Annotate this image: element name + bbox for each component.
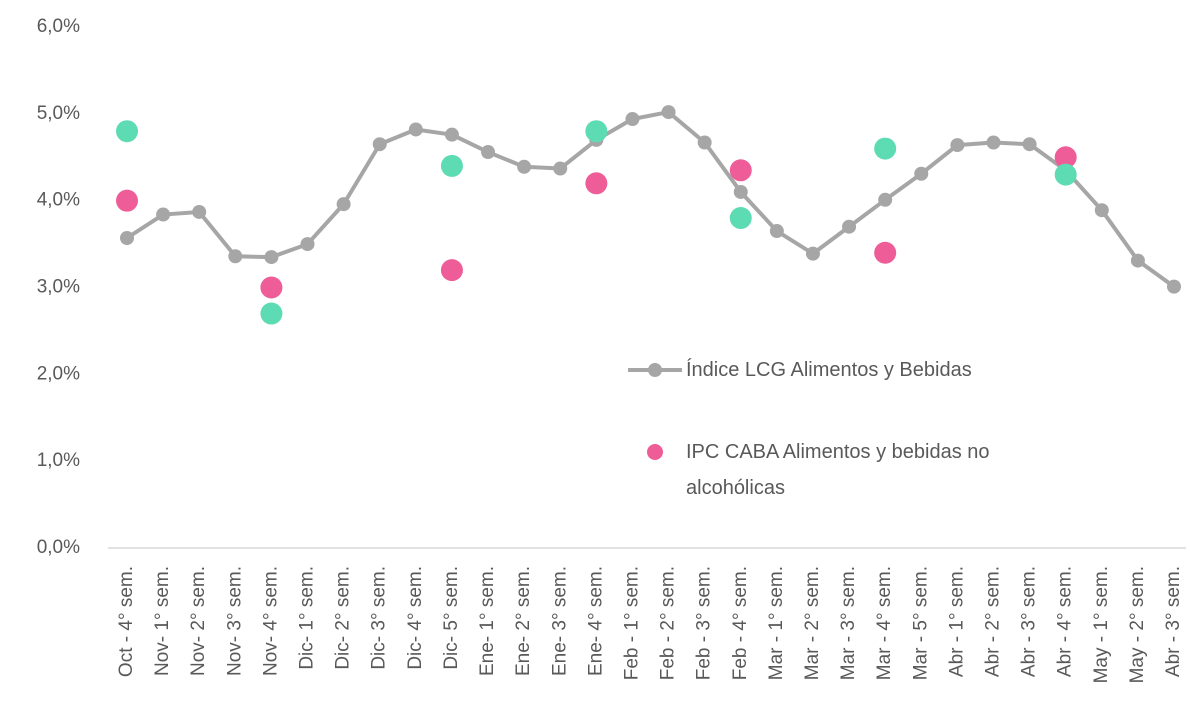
x-tick-label: Oct - 4° sem. (116, 566, 137, 677)
legend-marker (648, 363, 662, 377)
x-tick-label: Mar - 3° sem. (838, 566, 859, 680)
y-tick-label: 5,0% (37, 103, 80, 124)
dot (1054, 163, 1077, 186)
line-marker (733, 184, 748, 199)
y-tick-label: 4,0% (37, 190, 80, 211)
line-marker (408, 122, 423, 137)
line-marker (300, 237, 315, 252)
x-tick-label: Ene- 2° sem. (513, 566, 534, 676)
line-marker (769, 224, 784, 239)
dot (874, 137, 897, 160)
dot (440, 259, 463, 282)
x-tick-label: Feb - 3° sem. (694, 566, 715, 680)
line-marker (697, 135, 712, 150)
line (125, 110, 1176, 289)
line-marker (444, 127, 459, 142)
x-tick-label: Dic- 2° sem. (333, 566, 354, 670)
x-tick-label: May - 2° sem. (1127, 566, 1148, 683)
x-tick-label: Ene- 3° sem. (549, 566, 570, 676)
y-tick-label: 0,0% (37, 537, 80, 558)
legend-label: Índice LCG Alimentos y Bebidas (686, 359, 972, 381)
x-tick-label: Feb - 4° sem. (730, 566, 751, 680)
line-marker (264, 250, 279, 265)
y-tick-label: 2,0% (37, 363, 80, 384)
line-marker (481, 145, 496, 160)
line-marker (120, 231, 134, 246)
line-marker (192, 204, 207, 219)
x-tick-label: Dic- 5° sem. (441, 566, 462, 670)
x-tick-label: Abr - 3° sem. (1163, 566, 1184, 677)
line-marker (1130, 253, 1145, 268)
line-marker (156, 207, 171, 222)
line-marker (661, 105, 676, 120)
x-tick-label: Dic- 4° sem. (405, 566, 426, 670)
x-tick-label: Feb - 1° sem. (621, 566, 642, 680)
x-tick-label: Mar - 5° sem. (910, 566, 931, 680)
x-tick-label: Abr - 2° sem. (982, 566, 1003, 677)
x-tick-label: Dic- 3° sem. (369, 566, 390, 670)
x-tick-label: Mar - 1° sem. (766, 566, 787, 680)
line-marker (372, 137, 387, 152)
dot (260, 276, 283, 299)
x-tick-label: Mar - 2° sem. (802, 566, 823, 680)
x-tick-label: May - 1° sem. (1091, 566, 1112, 683)
y-tick-label: 6,0% (37, 16, 80, 37)
dot (729, 207, 752, 230)
dot (729, 159, 752, 182)
line-marker (805, 246, 820, 261)
dot (585, 172, 608, 195)
y-tick-label: 3,0% (37, 277, 80, 298)
line-marker (950, 138, 965, 153)
x-tick-label: Nov- 3° sem. (224, 566, 245, 676)
dot (874, 241, 897, 264)
x-tick-label: Nov- 2° sem. (188, 566, 209, 676)
line-marker (986, 135, 1001, 150)
y-tick-label: 1,0% (37, 450, 80, 471)
line-marker (517, 159, 532, 174)
x-tick-label: Abr - 1° sem. (946, 566, 967, 677)
line-marker (1022, 137, 1037, 152)
dot (440, 154, 463, 177)
legend-marker (647, 444, 663, 460)
x-tick-label: Mar - 4° sem. (874, 566, 895, 680)
line-marker (553, 161, 568, 176)
dot (1054, 146, 1077, 169)
x-tick-label: Ene- 4° sem. (585, 566, 606, 676)
line-marker (228, 249, 243, 264)
x-tick-label: Dic- 1° sem. (297, 566, 318, 670)
x-tick-label: Abr - 4° sem. (1055, 566, 1076, 677)
line-marker (878, 192, 893, 207)
line-marker (914, 166, 929, 181)
dot (116, 120, 138, 143)
x-tick-label: Feb - 2° sem. (658, 566, 679, 680)
x-tick-label: Nov- 1° sem. (152, 566, 173, 676)
line-marker (336, 197, 351, 212)
line-marker (842, 219, 857, 234)
dot (585, 120, 608, 143)
legend-label: IPC CABA Alimentos y bebidas no alcohóli… (686, 441, 990, 499)
x-tick-label: Ene- 1° sem. (477, 566, 498, 676)
line-marker (625, 112, 640, 127)
dot (116, 189, 138, 212)
line-marker (1167, 279, 1181, 294)
dot (260, 302, 283, 325)
line-marker (1094, 203, 1109, 218)
x-tick-label: Abr - 3° sem. (1019, 566, 1040, 677)
x-tick-label: Nov- 4° sem. (260, 566, 281, 676)
